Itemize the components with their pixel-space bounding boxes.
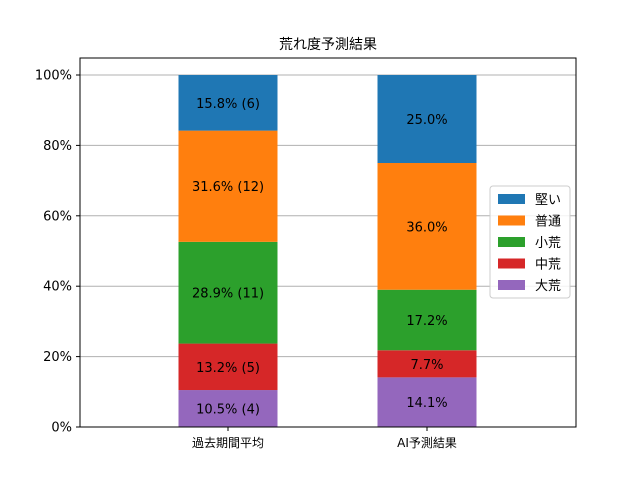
chart-title: 荒れ度予測結果 <box>279 37 377 53</box>
legend-swatch <box>498 215 525 226</box>
data-label: 31.6% (12) <box>192 180 264 195</box>
bar-segment <box>377 75 477 163</box>
data-label: 28.9% (11) <box>192 287 264 302</box>
data-label: 10.5% (4) <box>196 403 260 418</box>
data-label: 36.0% <box>406 220 447 235</box>
bar-segment <box>178 390 278 427</box>
y-tick-label: 40% <box>43 280 72 295</box>
legend-label: 堅い <box>535 193 561 208</box>
data-label: 14.1% <box>406 396 447 411</box>
legend-label: 大荒 <box>535 279 561 294</box>
legend-label: 中荒 <box>535 258 561 273</box>
bar-segment <box>377 289 477 351</box>
legend-swatch <box>498 280 525 290</box>
y-tick-label: 100% <box>35 69 72 84</box>
bar-segment <box>178 343 278 391</box>
legend-box <box>489 185 571 299</box>
y-tick-label: 20% <box>43 350 72 365</box>
x-tick-label: 過去期間平均 <box>192 436 264 450</box>
y-tick-label: 80% <box>43 139 72 154</box>
y-tick-label: 0% <box>51 421 72 436</box>
data-label: 7.7% <box>410 358 443 373</box>
data-label: 25.0% <box>406 113 447 128</box>
legend-label: 小荒 <box>535 236 561 251</box>
legend-swatch <box>498 194 525 204</box>
legend-label: 普通 <box>535 215 561 230</box>
legend-swatch <box>498 258 525 269</box>
y-tick-label: 60% <box>43 209 72 224</box>
bars <box>178 75 477 427</box>
bar-segment <box>377 377 477 427</box>
data-label: 13.2% (5) <box>196 361 260 376</box>
bar-segment <box>178 241 278 344</box>
x-tick-label: AI予測結果 <box>397 436 457 450</box>
data-label: 15.8% (6) <box>196 97 260 112</box>
plot-frame <box>79 57 577 428</box>
bar-segment <box>178 130 278 242</box>
y-axis: 0% 20% 40% 60% 80% 100% <box>35 69 80 436</box>
bar-segment <box>377 163 477 290</box>
x-axis: 過去期間平均 AI予測結果 <box>192 427 457 450</box>
bar-segment <box>377 350 477 378</box>
legend-swatch <box>498 237 525 247</box>
bar-segment <box>178 75 278 131</box>
data-labels: 10.5% (4) 13.2% (5) 28.9% (11) 31.6% (12) 15… <box>192 97 448 418</box>
data-label: 17.2% <box>406 314 447 329</box>
